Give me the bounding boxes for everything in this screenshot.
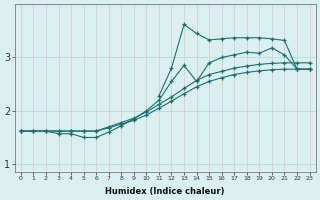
X-axis label: Humidex (Indice chaleur): Humidex (Indice chaleur) xyxy=(106,187,225,196)
